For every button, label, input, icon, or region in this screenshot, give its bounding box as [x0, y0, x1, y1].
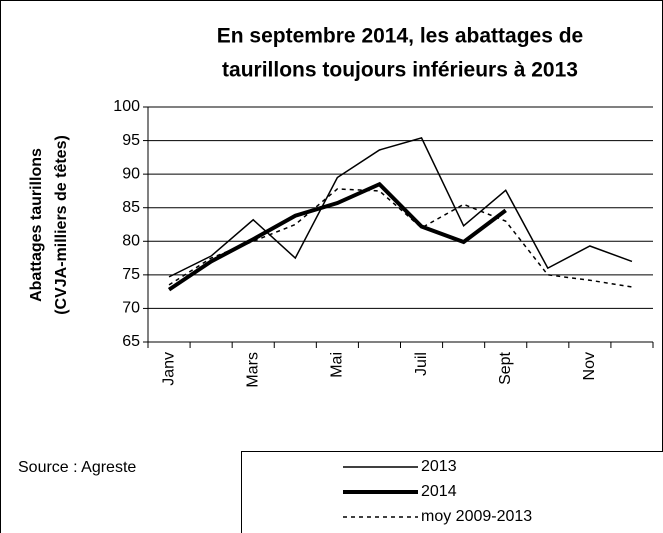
y-tick-label: 75	[122, 266, 140, 283]
y-tick-label: 85	[122, 199, 140, 216]
x-tick-label: Nov	[581, 352, 598, 380]
y-tick-label: 100	[113, 98, 140, 115]
series-line	[168, 188, 633, 288]
y-tick-label: 80	[122, 233, 140, 250]
source: Source : Agreste	[18, 459, 136, 476]
x-tick-label: Sept	[497, 351, 514, 384]
x-tick-label: Mai	[329, 352, 346, 378]
legend-label: moy 2009-2013	[421, 508, 532, 525]
legend	[241, 451, 663, 533]
x-tick-label: Janv	[160, 352, 177, 386]
y-tick-label: 70	[122, 300, 140, 317]
chart-title: En septembre 2014, les abattages de	[217, 25, 584, 48]
y-tick-label: 65	[122, 333, 140, 350]
y-axis-label: Abattages taurillons	[28, 148, 45, 302]
legend-label: 2014	[421, 483, 457, 500]
legend-label: 2013	[421, 458, 457, 475]
x-tick-label: Juil	[413, 352, 430, 376]
y-tick-label: 90	[122, 165, 140, 182]
y-axis-label: (CVJA-milliers de têtes)	[53, 135, 70, 315]
series-line	[167, 181, 507, 292]
y-tick-label: 95	[122, 132, 140, 149]
chart-title: taurillons toujours inférieurs à 2013	[222, 59, 578, 82]
x-tick-label: Mars	[244, 352, 261, 388]
series-line	[168, 136, 633, 278]
